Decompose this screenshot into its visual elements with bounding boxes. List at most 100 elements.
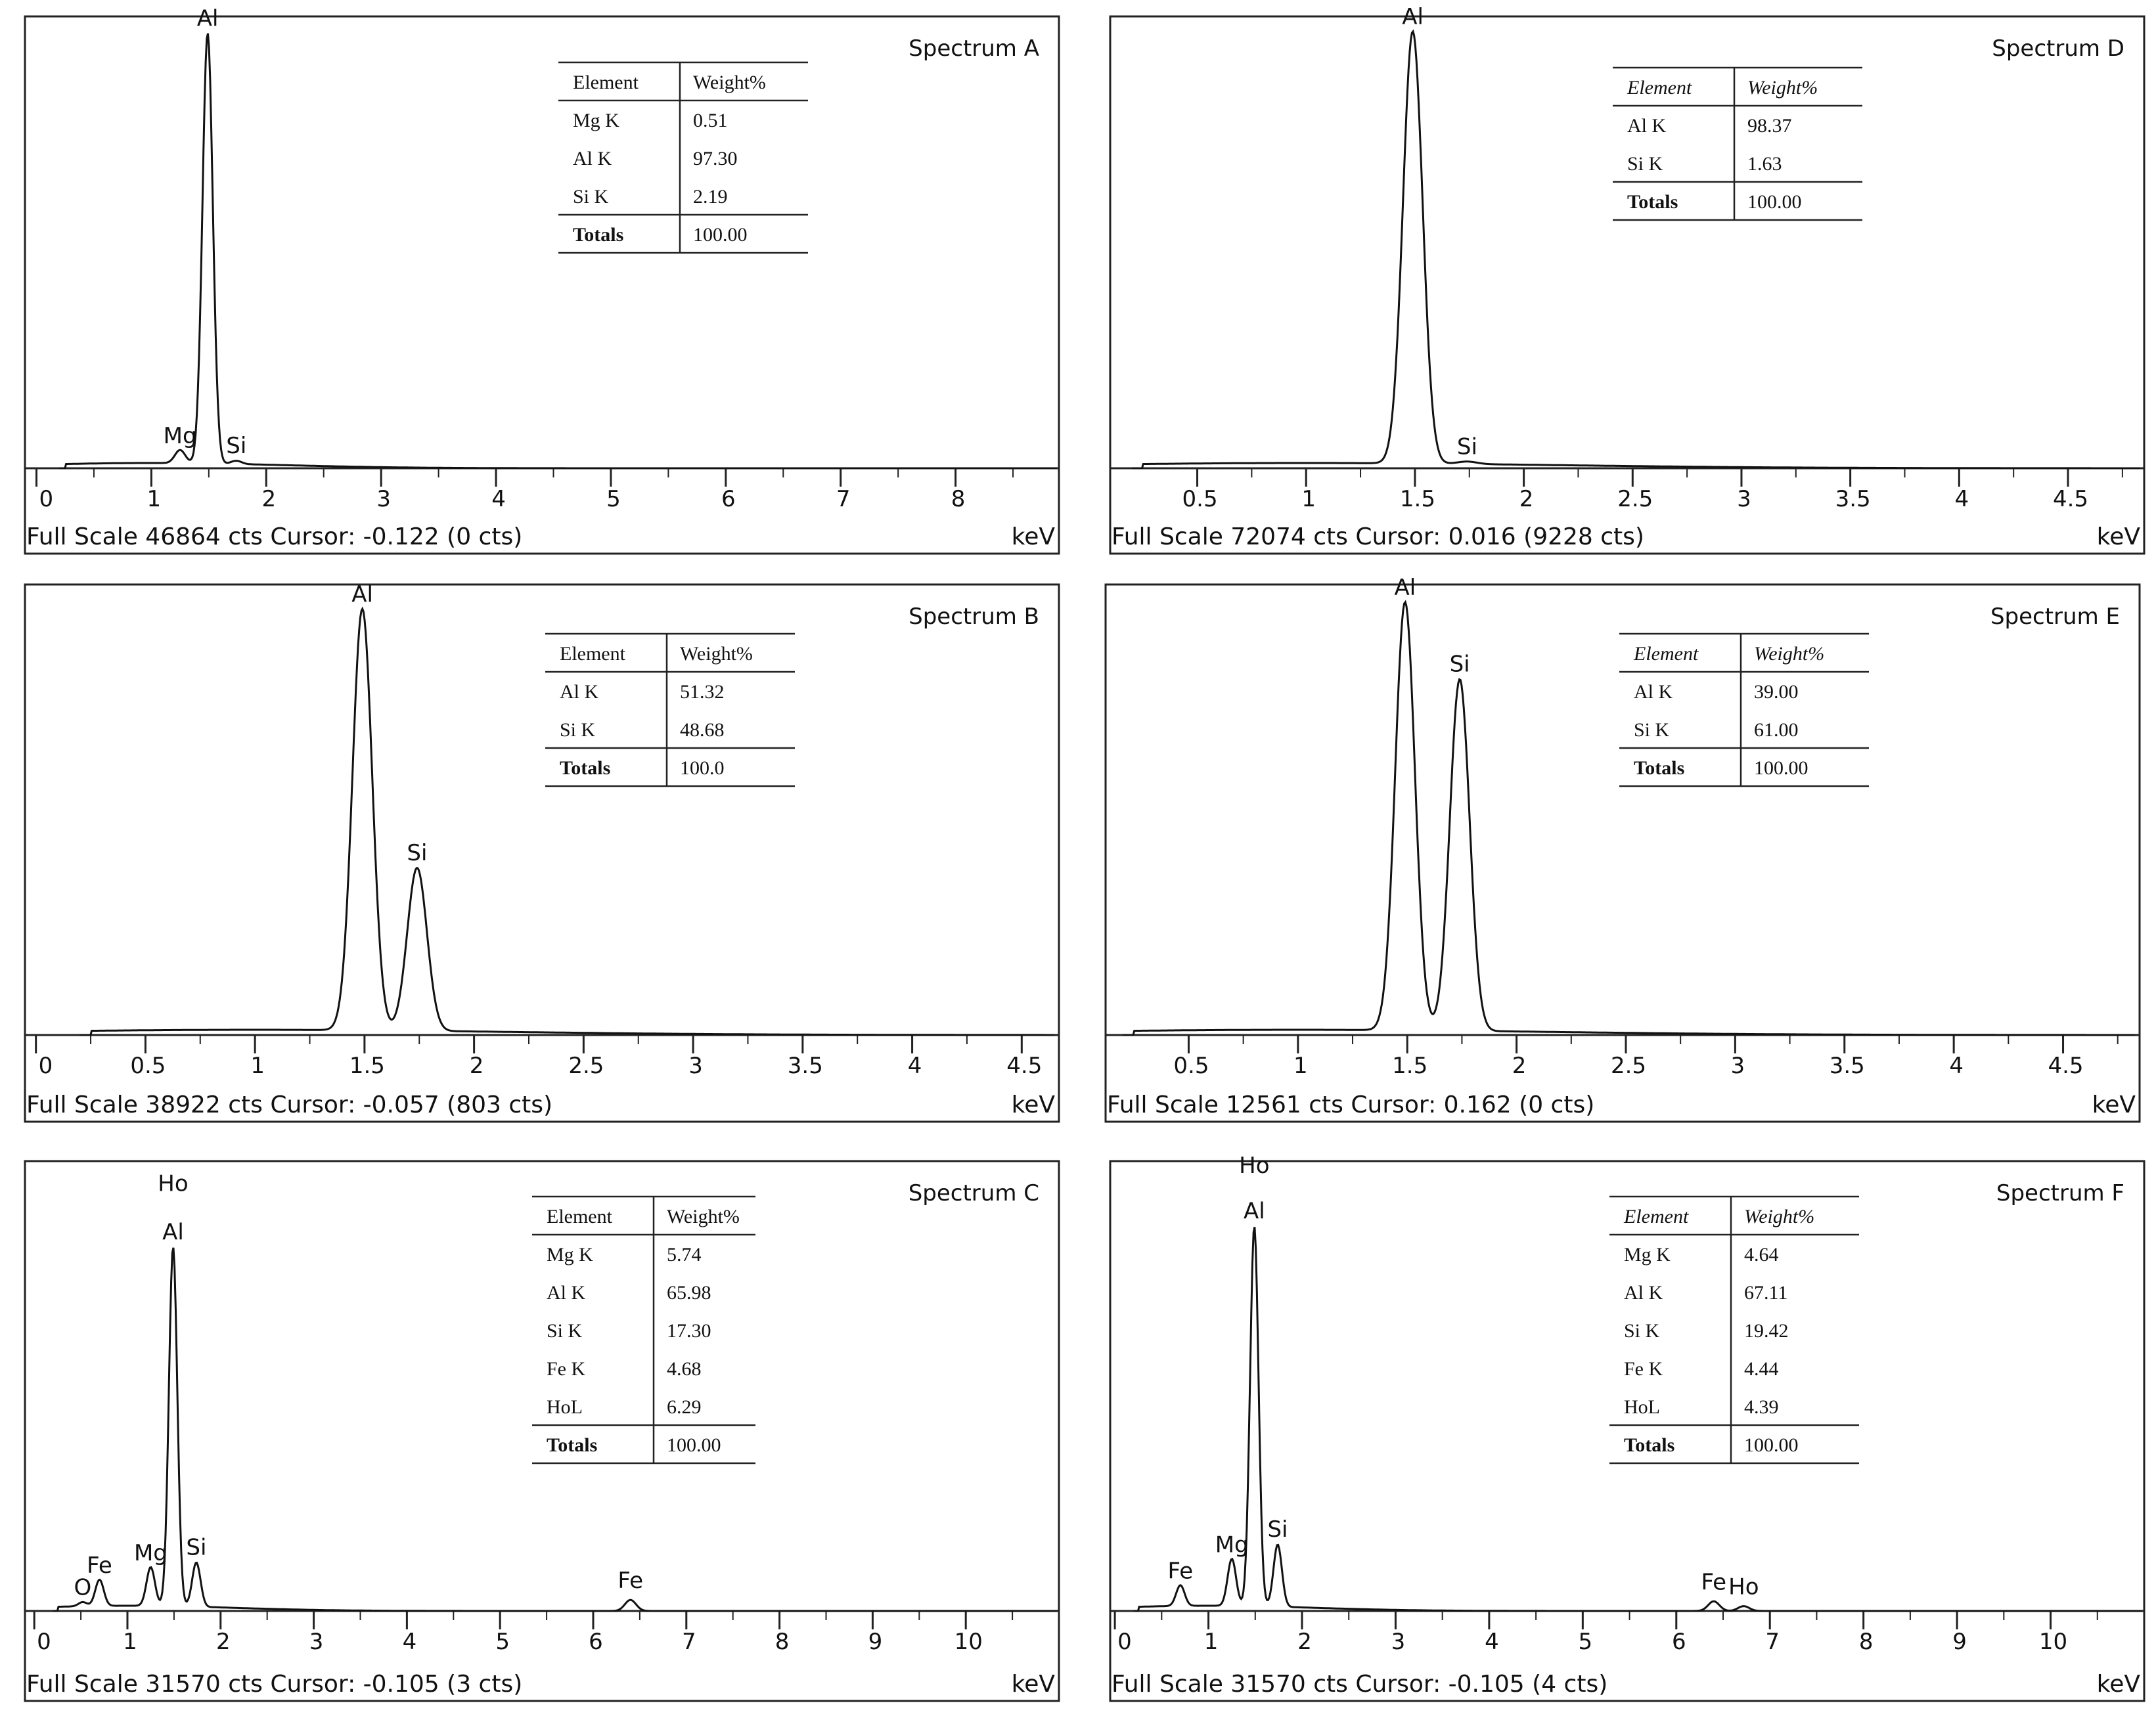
spectrum-panel: 0.5 1 1.5 2 2.5 3 3.5 4 4.5 Al Si Spectrum E Full Sc…: [1104, 575, 2141, 1123]
table-total-label: Totals: [573, 224, 623, 246]
x-tick-label: 3.5: [1830, 1053, 1865, 1079]
x-tick-label: 3: [309, 1629, 324, 1655]
x-tick-label: 3.5: [788, 1053, 823, 1079]
spectrum-title: Spectrum B: [909, 604, 1039, 630]
table-cell-element: Al K: [1627, 115, 1667, 137]
x-tick-label: 2: [216, 1629, 231, 1655]
spectrum-line: [59, 33, 1057, 470]
peak-label: Ho: [1728, 1574, 1759, 1600]
table-cell-element: Si K: [1634, 719, 1670, 741]
x-tick-label: 0.5: [130, 1053, 166, 1079]
x-tick-label: 4: [1949, 1053, 1964, 1079]
table-header-weight: Weight%: [693, 72, 766, 93]
table-cell-weight: 4.39: [1744, 1396, 1779, 1418]
table-cell-weight: 0.51: [693, 110, 728, 131]
table-cell-weight: 98.37: [1747, 115, 1792, 137]
x-tick-label: 3: [688, 1053, 703, 1079]
table-header-element: Element: [573, 72, 639, 93]
peak-label: Si: [226, 433, 246, 459]
table-cell-element: Al K: [573, 148, 612, 169]
spectrum-line: [79, 606, 1055, 1036]
table-cell-weight: 4.68: [667, 1358, 702, 1380]
full-scale-readout: Full Scale 38922 cts Cursor: -0.057 (803…: [26, 1092, 552, 1118]
x-tick-label: 10: [2039, 1629, 2067, 1655]
table-cell-weight: 17.30: [667, 1320, 711, 1342]
peak-label: Al: [162, 1219, 184, 1245]
x-tick-label: 9: [1952, 1629, 1967, 1655]
table-cell-weight: 4.44: [1744, 1358, 1779, 1380]
x-tick-label: 1: [250, 1053, 265, 1079]
peak-label: Al: [1244, 1199, 1265, 1225]
table-header-weight: Weight%: [1747, 77, 1818, 99]
spectrum-line: [1133, 1226, 2143, 1612]
full-scale-readout: Full Scale 31570 cts Cursor: -0.105 (4 c…: [1112, 1671, 1607, 1698]
table-total-value: 100.00: [693, 224, 748, 246]
table-cell-element: Si K: [573, 186, 609, 208]
peak-label: Si: [1450, 651, 1470, 677]
table-cell-weight: 4.64: [1744, 1244, 1779, 1266]
table-cell-weight: 6.29: [667, 1396, 702, 1418]
x-tick-label: 4: [491, 486, 506, 512]
peak-label: O: [74, 1575, 92, 1601]
spectrum-title: Spectrum F: [1996, 1180, 2124, 1206]
table-cell-weight: 48.68: [680, 719, 725, 741]
x-tick-label: 1.5: [349, 1053, 385, 1079]
peak-label: Si: [186, 1535, 206, 1561]
peak-label: Si: [1457, 433, 1477, 460]
table-total-label: Totals: [1624, 1434, 1674, 1456]
x-tick-label: 7: [1765, 1629, 1780, 1655]
x-axis-unit: keV: [1012, 1671, 1056, 1698]
table-cell-element: HoL: [1624, 1396, 1660, 1418]
x-tick-label: 0: [39, 486, 53, 512]
table-total-label: Totals: [560, 757, 610, 779]
table-total-value: 100.00: [667, 1434, 721, 1456]
x-tick-label: 6: [721, 486, 736, 512]
spectrum-title: Spectrum E: [1990, 604, 2120, 630]
x-tick-label: 9: [868, 1629, 883, 1655]
panel-frame: [1109, 15, 2145, 555]
x-tick-label: 1: [147, 486, 162, 512]
full-scale-readout: Full Scale 72074 cts Cursor: 0.016 (9228…: [1112, 523, 1644, 550]
panel-frame: [24, 583, 1060, 1123]
x-tick-label: 1.5: [1392, 1053, 1427, 1079]
peak-label: Al: [351, 581, 373, 607]
spectrum-title: Spectrum C: [909, 1180, 1039, 1206]
x-tick-label: 2.5: [568, 1053, 604, 1079]
table-header-weight: Weight%: [1744, 1206, 1814, 1227]
x-tick-label: 1: [1204, 1629, 1219, 1655]
table-total-value: 100.00: [1747, 191, 1802, 213]
composition-table: Element Weight% Mg K 4.64 Al K 67.11 Si K 19.42…: [1609, 1195, 1859, 1465]
table-cell-weight: 2.19: [693, 186, 728, 208]
table-header-weight: Weight%: [1754, 643, 1824, 665]
composition-table: Element Weight% Mg K 5.74 Al K 65.98 Si K 17.30…: [532, 1195, 755, 1465]
peak-label: Al: [1395, 575, 1416, 601]
x-tick-label: 8: [1859, 1629, 1874, 1655]
x-axis-unit: keV: [2092, 1092, 2136, 1118]
peak-label: Fe: [1168, 1558, 1194, 1584]
x-tick-label: 4.5: [2053, 486, 2088, 512]
x-tick-label: 4: [1485, 1629, 1499, 1655]
table-cell-weight: 51.32: [680, 681, 725, 703]
peak-label: Ho: [158, 1171, 188, 1197]
x-tick-label: 5: [1579, 1629, 1593, 1655]
x-tick-label: 3.5: [1835, 486, 1871, 512]
composition-table: Element Weight% Mg K 0.51 Al K 97.30 Si K 2.19 T…: [558, 61, 808, 254]
table-cell-element: Si K: [560, 719, 596, 741]
table-header-element: Element: [560, 643, 626, 665]
panel-frame: [1104, 583, 2141, 1123]
spectrum-title: Spectrum D: [1992, 35, 2124, 62]
x-axis-unit: keV: [2097, 523, 2141, 550]
table-header-weight: Weight%: [680, 643, 753, 665]
table-cell-weight: 65.98: [667, 1282, 711, 1304]
peak-label: Si: [407, 840, 427, 866]
peak-label: Al: [197, 5, 219, 32]
x-tick-label: 2: [1297, 1629, 1312, 1655]
x-tick-label: 1: [1301, 486, 1316, 512]
peak-label: Fe: [87, 1553, 112, 1579]
table-cell-weight: 61.00: [1754, 719, 1799, 741]
table-total-value: 100.00: [1754, 757, 1808, 779]
table-cell-element: HoL: [547, 1396, 583, 1418]
